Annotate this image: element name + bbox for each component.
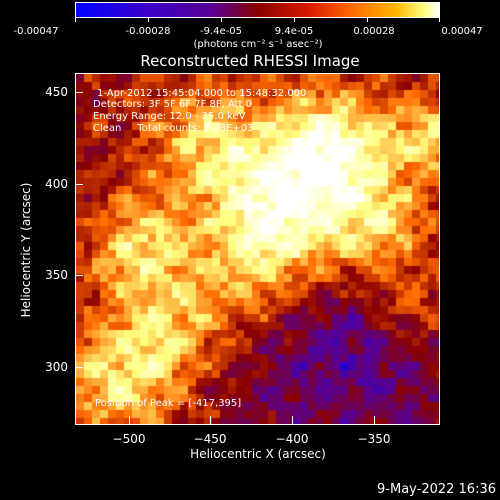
- y-tick-label: 450: [45, 85, 68, 99]
- x-tick-label: −350: [357, 432, 391, 446]
- x-tick-label: −450: [193, 432, 227, 446]
- y-tick-label: 300: [45, 360, 68, 374]
- y-tick: [75, 367, 83, 368]
- y-tick-label: 350: [45, 268, 68, 282]
- y-tick: [75, 184, 83, 185]
- image-plot: 1-Apr-2012 15:45:04.000 to 15:48:32.000 …: [75, 73, 440, 425]
- info-time-range: 1-Apr-2012 15:45:04.000 to 15:48:32.000: [97, 88, 307, 99]
- colorbar-tick: [294, 17, 295, 22]
- colorbar-tick-label: -0.00028: [125, 26, 171, 37]
- x-tick: [292, 416, 293, 424]
- y-axis-label: Heliocentric Y (arcsec): [19, 182, 33, 318]
- colorbar-tick-label: -9.4e-05: [200, 26, 242, 37]
- x-tick-label: −400: [275, 432, 309, 446]
- x-tick: [374, 416, 375, 424]
- info-energy-range: Energy Range: 12.0 - 25.0 keV: [93, 111, 246, 122]
- plot-title: Reconstructed RHESSI Image: [140, 52, 360, 70]
- colorbar-tick-label: 9.4e-05: [274, 26, 314, 37]
- colorbar-tick-label: -0.00047: [13, 26, 59, 37]
- colorbar-tick-label: 0.00028: [353, 26, 395, 37]
- colorbar-tick-label: 0.00047: [441, 26, 483, 37]
- x-tick-label: −500: [112, 432, 146, 446]
- peak-position: Position of Peak = [-417,395]: [95, 398, 242, 409]
- y-tick-label: 400: [45, 177, 68, 191]
- solar-image: [76, 74, 439, 424]
- info-detectors: Detectors: 3F 5F 6F 7F 8F, Att 0: [93, 99, 253, 110]
- colorbar-tick: [367, 17, 368, 22]
- colorbar-tick: [75, 17, 76, 22]
- colorbar-units: (photons cm⁻² s⁻¹ asec⁻²): [193, 39, 323, 50]
- colorbar-tick: [439, 17, 440, 22]
- x-tick: [210, 416, 211, 424]
- info-clean-counts: Clean Total counts: 2.28E+03: [93, 123, 254, 134]
- colorbar-tick: [221, 17, 222, 22]
- colorbar-tick: [148, 17, 149, 22]
- y-tick: [75, 275, 83, 276]
- colorbar: [75, 2, 440, 18]
- footer-date: 9-May-2022 16:36: [377, 482, 496, 497]
- x-axis-label: Heliocentric X (arcsec): [190, 447, 326, 461]
- y-tick: [75, 92, 83, 93]
- x-tick: [129, 416, 130, 424]
